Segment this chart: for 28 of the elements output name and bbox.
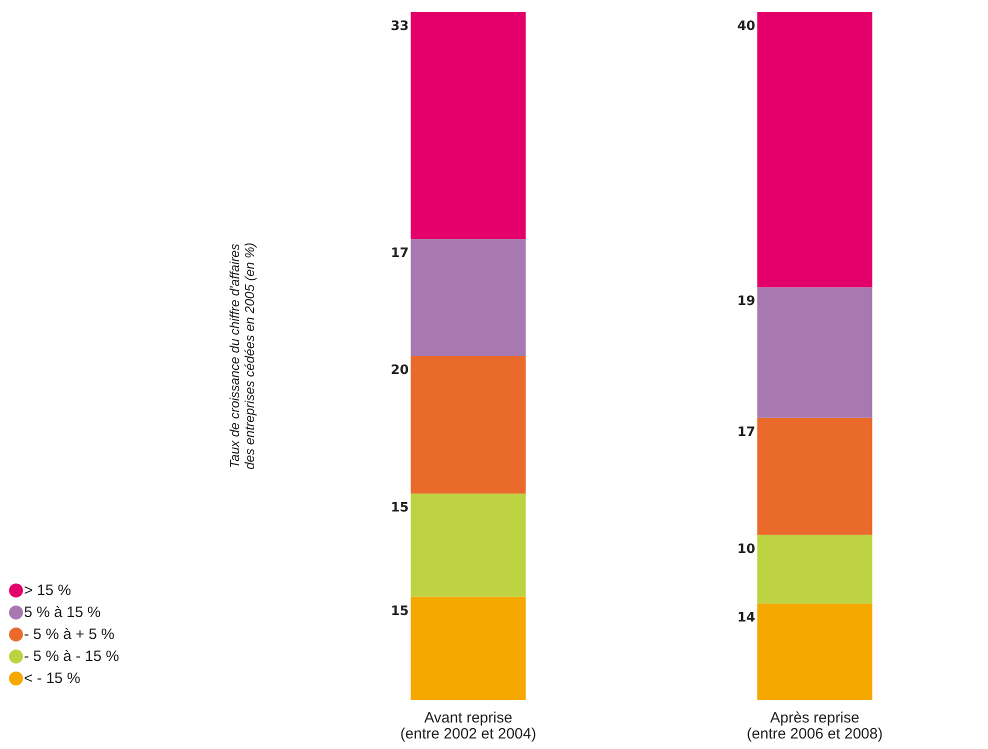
data-label: 10 xyxy=(737,542,756,557)
bar xyxy=(410,356,526,494)
y-axis-title: Taux de croissance du chiffre d'affaires des entreprises cédées en 2005 (en %) xyxy=(227,242,257,470)
bar xyxy=(410,494,526,597)
bar xyxy=(757,534,872,604)
bar xyxy=(757,418,872,535)
data-label: 14 xyxy=(737,610,756,626)
legend-label: < - 15 % xyxy=(24,670,80,687)
data-label: 19 xyxy=(737,294,756,310)
legend-label: - 5 % à - 15 % xyxy=(24,648,120,665)
data-label: 40 xyxy=(737,19,756,34)
bar xyxy=(410,12,526,240)
data-label: 15 xyxy=(390,500,409,516)
data-label: 17 xyxy=(390,246,409,262)
x-tick-label: Après reprise (entre 2006 et 2008) xyxy=(746,710,883,742)
data-label: 15 xyxy=(390,604,409,619)
data-label: 17 xyxy=(737,424,756,440)
bar xyxy=(757,12,872,288)
data-label: 33 xyxy=(390,19,409,34)
x-tick-label: Avant reprise (entre 2002 et 2004) xyxy=(400,710,536,742)
bar xyxy=(757,604,872,700)
legend-label: - 5 % à + 5 % xyxy=(24,626,114,643)
data-label: 20 xyxy=(390,363,409,378)
legend-label: 5 % à 15 % xyxy=(24,604,101,621)
bar xyxy=(410,239,526,356)
bar xyxy=(757,287,872,418)
legend-label: > 15 % xyxy=(24,582,72,599)
bar xyxy=(410,596,526,700)
